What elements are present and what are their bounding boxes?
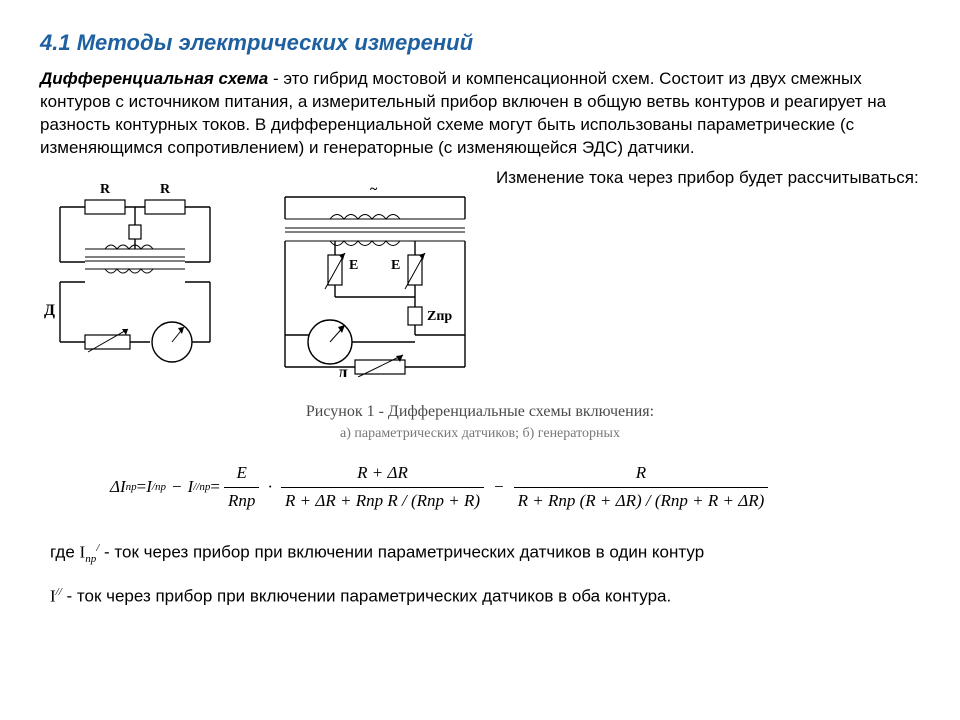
ac-symbol: ~ xyxy=(370,182,378,197)
circuit-diagrams: R R xyxy=(40,167,480,377)
eq-lhs: ΔI xyxy=(110,476,126,499)
section-title: 4.1 Методы электрических измерений xyxy=(40,28,920,58)
eq-equals2: = xyxy=(210,476,220,499)
figure-caption-line2: а) параметрических датчиков; б) генерато… xyxy=(40,425,920,444)
eq-lhs-sub: пр xyxy=(126,480,137,495)
intro-term: Дифференциальная схема xyxy=(40,69,268,88)
where-line2: I// - ток через прибор при включении пар… xyxy=(50,585,920,609)
where-line1: где Iпр/ - ток через прибор при включени… xyxy=(50,541,920,567)
label-D-right: Д xyxy=(337,367,348,377)
label-Zpr: Zпр xyxy=(427,309,452,324)
eq-frac2: R + ΔR R + ΔR + Rпр R / (Rпр + R) xyxy=(281,462,484,513)
label-E1: E xyxy=(349,258,358,273)
eq-equals: = xyxy=(137,476,147,499)
label-D-left: Д xyxy=(44,302,55,319)
figure-caption-line1: Рисунок 1 - Дифференциальные схемы включ… xyxy=(40,401,920,423)
eq-frac3: R R + Rпр (R + ΔR) / (Rпр + R + ΔR) xyxy=(514,462,769,513)
eq-f2-den: R + ΔR + Rпр R / (Rпр + R) xyxy=(281,488,484,513)
eq-t2-sub: пр xyxy=(199,480,210,495)
figure-caption: Рисунок 1 - Дифференциальные схемы включ… xyxy=(40,401,920,441)
eq-minus2: − xyxy=(488,476,510,499)
slide-page: 4.1 Методы электрических измерений Диффе… xyxy=(0,0,960,646)
eq-f2-num: R + ΔR xyxy=(281,462,484,488)
where-block: где Iпр/ - ток через прибор при включени… xyxy=(50,541,920,608)
label-R1: R xyxy=(100,182,111,197)
eq-f3-den: R + Rпр (R + ΔR) / (Rпр + R + ΔR) xyxy=(514,488,769,513)
side-note: Изменение тока через прибор будет рассчи… xyxy=(480,167,920,190)
eq-f1-num: E xyxy=(224,462,259,488)
where-line2-rest: - ток через прибор при включении парамет… xyxy=(62,586,671,605)
eq-f3-num: R xyxy=(514,462,769,488)
eq-frac1: E Rпр xyxy=(224,462,259,513)
where-line1-pre: где xyxy=(50,542,80,561)
where-line1-sub: пр xyxy=(85,553,96,565)
eq-f1-den: Rпр xyxy=(224,488,259,513)
intro-paragraph: Дифференциальная схема - это гибрид мост… xyxy=(40,68,920,160)
equation: ΔIпр = I/пр − I//пр = E Rпр · R + ΔR R +… xyxy=(110,462,920,513)
label-R2: R xyxy=(160,182,171,197)
label-E2: E xyxy=(391,258,400,273)
eq-t1-sub: пр xyxy=(155,480,166,495)
eq-minus1: − xyxy=(166,476,188,499)
eq-dot: · xyxy=(263,476,277,499)
where-line1-rest: - ток через прибор при включении парамет… xyxy=(99,542,704,561)
